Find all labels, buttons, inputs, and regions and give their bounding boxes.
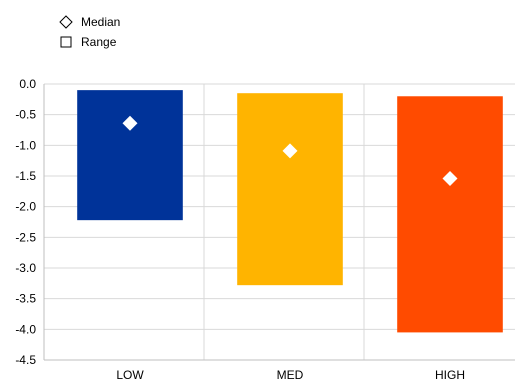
y-tick-label: 0.0: [19, 77, 36, 91]
y-tick-label: -2.0: [15, 200, 36, 214]
y-tick-label: -3.0: [15, 261, 36, 275]
legend-range-square-icon: [60, 36, 72, 48]
legend-range-label: Range: [81, 35, 117, 49]
median-marker-high: [442, 170, 458, 186]
y-tick-label: -3.5: [15, 292, 36, 306]
median-marker-med: [282, 143, 298, 159]
y-tick-label: -4.0: [15, 322, 36, 336]
plot-area: 0.0 -0.5 -1.0 -1.5 -2.0 -2.5 -3.0 -3.5 -4.0 -4.5 L…: [15, 77, 515, 380]
y-tick-label: -1.0: [15, 138, 36, 152]
y-tick-label: -2.5: [15, 230, 36, 244]
legend: Median Range: [59, 15, 120, 49]
median-marker-low: [122, 115, 138, 131]
x-tick-label: MED: [277, 368, 304, 380]
x-tick-label: HIGH: [435, 368, 465, 380]
legend-median-label: Median: [81, 15, 120, 29]
y-tick-label: -4.5: [15, 353, 36, 367]
y-tick-label: -0.5: [15, 108, 36, 122]
legend-median-diamond-icon: [59, 15, 73, 29]
x-tick-label: LOW: [116, 368, 144, 380]
range-bar-med: [237, 93, 343, 286]
range-bar-high: [397, 96, 503, 333]
range-bar-low: [77, 90, 183, 221]
y-tick-label: -1.5: [15, 169, 36, 183]
